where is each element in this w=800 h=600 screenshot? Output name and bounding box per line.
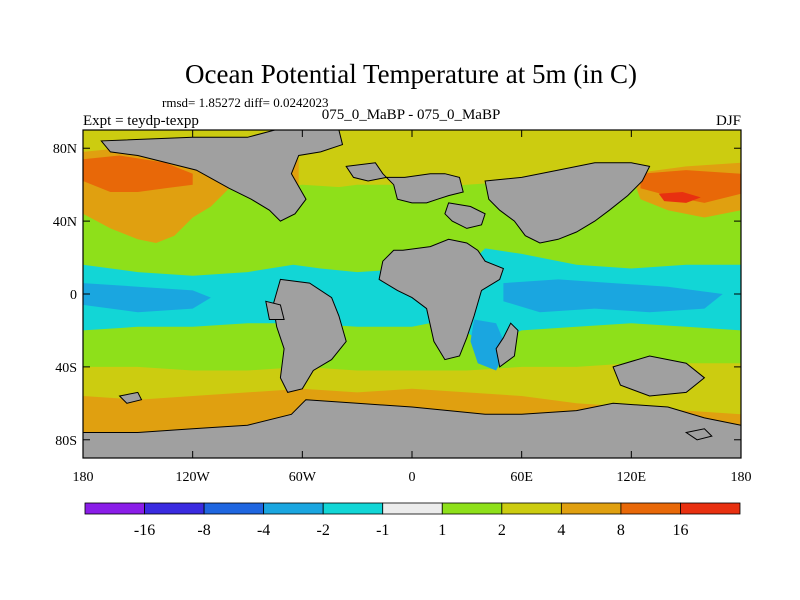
land-region-30 <box>684 428 713 441</box>
land-region-29 <box>118 391 143 404</box>
colorbar-swatch <box>501 502 562 515</box>
colorbar-label: -8 <box>197 522 210 539</box>
x-tick-label: 60E <box>510 470 533 485</box>
colorbar-swatch <box>203 502 265 515</box>
land-region-19 <box>100 130 344 222</box>
colorbar-swatch <box>144 502 205 515</box>
colorbar-label: 16 <box>672 522 688 539</box>
land-region-26 <box>265 300 285 320</box>
colorbar-label: 2 <box>498 522 506 539</box>
land-region-28 <box>612 355 706 397</box>
chart-title: Ocean Potential Temperature at 5m (in C) <box>185 59 637 89</box>
contour-region-14 <box>393 339 449 360</box>
left-label: Expt = teydp-texpp <box>83 113 199 129</box>
x-tick-label: 180 <box>73 470 94 485</box>
contour-region-13 <box>101 330 285 367</box>
contour-region-3 <box>83 155 193 192</box>
colorbar-label: 4 <box>557 522 565 539</box>
land-region-25 <box>272 278 347 393</box>
x-tick-label: 180 <box>731 470 752 485</box>
colorbar-swatch <box>84 502 145 515</box>
colorbar-swatch <box>441 502 503 515</box>
colorbar-label: -1 <box>376 522 389 539</box>
contour-region-15 <box>594 330 723 360</box>
x-tick-label: 120E <box>617 470 647 485</box>
colorbar-label: 8 <box>617 522 625 539</box>
colorbar-label: -4 <box>257 522 270 539</box>
contour-region-10 <box>83 283 211 313</box>
colorbar-label: 1 <box>438 522 446 539</box>
colorbar: -16 -8 -4 -2 -1 1 2 4 8 16 <box>84 502 741 539</box>
colorbar-swatch <box>322 502 384 515</box>
contour-region-7 <box>658 192 701 203</box>
x-tick-label: 0 <box>409 470 416 485</box>
right-label: DJF <box>716 113 741 129</box>
colorbar-swatch <box>560 502 622 515</box>
x-tick-label: 60W <box>289 470 317 485</box>
y-tick-label: 40N <box>53 215 77 230</box>
y-tick-label: 80S <box>55 434 77 449</box>
y-tick-label: 0 <box>70 288 77 303</box>
colorbar-swatch <box>680 502 741 515</box>
y-tick-label: 40S <box>55 361 77 376</box>
contour-region-11 <box>503 279 723 313</box>
x-tick-label: 120W <box>176 470 211 485</box>
land-region-21 <box>484 162 651 244</box>
colorbar-label: -2 <box>317 522 330 539</box>
land-region-24 <box>495 322 519 368</box>
colorbar-swatch <box>382 502 443 515</box>
y-tick-label: 80N <box>53 142 77 157</box>
land-region-22 <box>444 202 486 229</box>
colorbar-label: -16 <box>134 522 155 539</box>
map-axes: 180 120W 60W 0 60E 120E 180 80N 40N 0 40S 80S <box>53 130 752 485</box>
land-region-23 <box>378 238 505 361</box>
land-region-20 <box>345 162 464 204</box>
colorbar-swatch <box>263 502 324 515</box>
map-plot-area <box>83 130 741 458</box>
center-label: 075_0_MaBP - 075_0_MaBP <box>322 107 501 123</box>
land-region-27 <box>83 399 741 458</box>
colorbar-swatch <box>620 502 681 515</box>
stats-text: rmsd= 1.85272 diff= 0.0242023 <box>162 95 328 110</box>
